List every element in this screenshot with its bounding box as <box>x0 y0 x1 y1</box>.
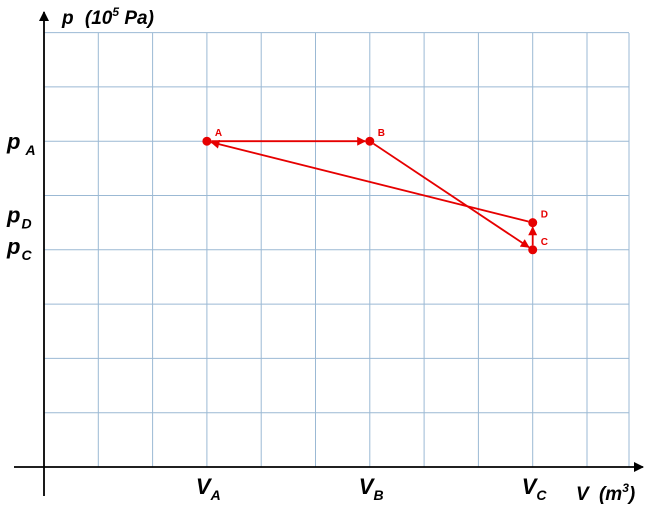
x-tick-label-c: VC <box>522 474 548 503</box>
process-lines <box>210 136 538 249</box>
y-axis-title: p (105 Pa) <box>61 5 154 29</box>
state-label-d: D <box>541 210 548 221</box>
y-tick-label-c: pC <box>6 234 32 263</box>
state-points: A B C D <box>202 128 548 255</box>
y-tick-label-d: pD <box>6 203 32 232</box>
state-label-a: A <box>215 128 222 139</box>
state-point-a <box>202 136 212 146</box>
x-tick-label-a: VA <box>196 474 221 503</box>
process-b-c <box>373 142 530 249</box>
state-point-c <box>528 245 538 255</box>
state-point-d <box>528 218 538 228</box>
process-d-a <box>210 139 529 223</box>
x-tick-label-b: VB <box>359 474 384 503</box>
state-label-c: C <box>541 237 548 248</box>
state-label-b: B <box>378 128 385 139</box>
x-axis-title: V (m3) <box>576 481 635 505</box>
grid <box>44 32 630 467</box>
state-point-b <box>365 136 375 146</box>
